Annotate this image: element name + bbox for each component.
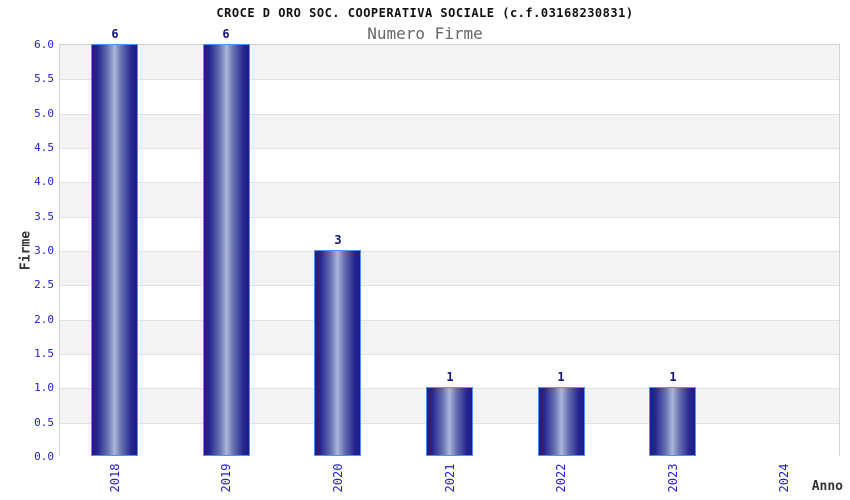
y-tick-label: 3.0 bbox=[34, 244, 54, 257]
bar-value-label: 6 bbox=[222, 27, 230, 41]
plot-band bbox=[60, 354, 839, 389]
plot-band bbox=[60, 182, 839, 217]
y-tick-label: 2.5 bbox=[34, 278, 54, 291]
y-axis-title: Firme bbox=[18, 230, 34, 271]
gridline bbox=[60, 354, 839, 355]
y-tick-label: 3.5 bbox=[34, 210, 54, 223]
y-tick-label: 1.0 bbox=[34, 381, 54, 394]
y-tick-label: 0.0 bbox=[34, 450, 54, 463]
bar-value-label: 1 bbox=[446, 370, 454, 384]
x-tick-label: 2018 bbox=[108, 463, 122, 493]
y-tick-label: 2.0 bbox=[34, 313, 54, 326]
y-tick-label: 6.0 bbox=[34, 38, 54, 51]
y-tick-label: 0.5 bbox=[34, 416, 54, 429]
plot-band bbox=[60, 319, 839, 354]
gridline bbox=[60, 285, 839, 287]
gridline bbox=[60, 113, 839, 115]
bar-2018 bbox=[91, 44, 138, 456]
gridline bbox=[60, 216, 839, 218]
x-tick-label: 2023 bbox=[666, 463, 680, 493]
gridline bbox=[60, 182, 839, 184]
plot-band bbox=[60, 285, 839, 320]
x-axis-title: Anno bbox=[811, 479, 843, 494]
bar-2023 bbox=[649, 387, 696, 456]
bar-2022 bbox=[538, 387, 585, 456]
bar-2019 bbox=[203, 44, 250, 456]
plot-band bbox=[60, 251, 839, 286]
x-tick-label: 2022 bbox=[554, 463, 568, 493]
x-tick-label: 2020 bbox=[331, 463, 345, 493]
bar-2021 bbox=[426, 387, 473, 456]
bar-value-label: 1 bbox=[669, 370, 677, 384]
plot-band bbox=[60, 216, 839, 251]
x-tick-label: 2021 bbox=[443, 463, 457, 493]
bar-2020 bbox=[314, 250, 361, 456]
bar-value-label: 1 bbox=[557, 370, 565, 384]
plot-band bbox=[60, 45, 839, 80]
plot-band bbox=[60, 148, 839, 183]
bar-value-label: 3 bbox=[334, 233, 342, 247]
y-tick-label: 4.5 bbox=[34, 141, 54, 154]
gridline bbox=[60, 148, 839, 149]
gridline bbox=[60, 79, 839, 81]
bar-value-label: 6 bbox=[111, 27, 119, 41]
gridline bbox=[60, 319, 839, 321]
chart-title: CROCE D ORO SOC. COOPERATIVA SOCIALE (c.… bbox=[216, 6, 634, 20]
y-tick-label: 5.0 bbox=[34, 107, 54, 120]
plot-band bbox=[60, 113, 839, 148]
x-tick-label: 2019 bbox=[219, 463, 233, 493]
gridline bbox=[60, 251, 839, 252]
y-tick-label: 5.5 bbox=[34, 72, 54, 85]
y-tick-label: 1.5 bbox=[34, 347, 54, 360]
plot-band bbox=[60, 79, 839, 114]
chart-subtitle: Numero Firme bbox=[367, 24, 483, 43]
y-tick-label: 4.0 bbox=[34, 175, 54, 188]
